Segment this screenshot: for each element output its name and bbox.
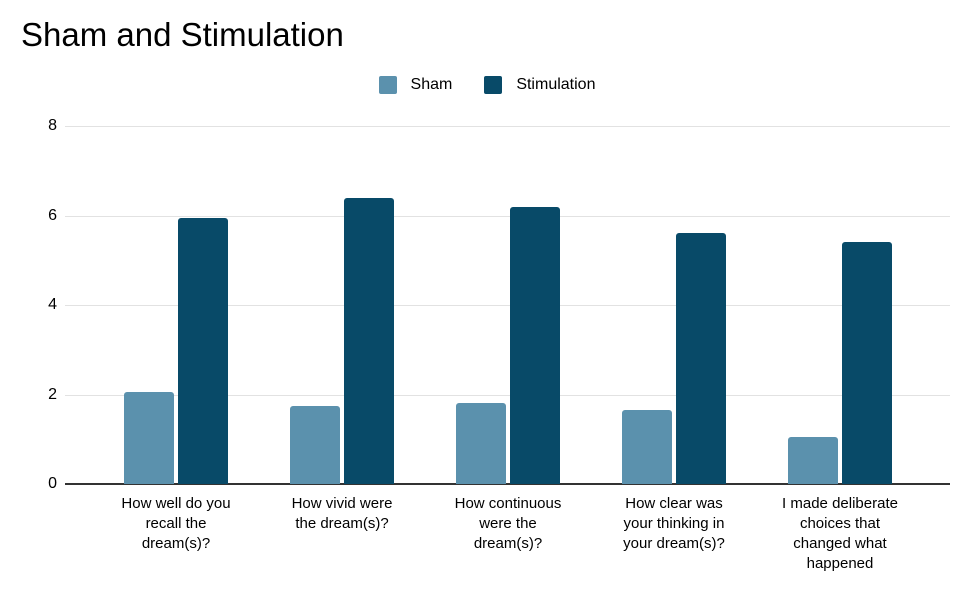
x-category-label-3: How clear was your thinking in your dream(…	[623, 495, 725, 552]
y-tick-label-2: 2	[48, 385, 57, 403]
gridline	[65, 126, 950, 127]
legend-item-stimulation[interactable]: Stimulation	[484, 76, 595, 94]
sham-swatch-icon	[378, 76, 397, 94]
bar-stimulation-4[interactable]	[842, 242, 892, 484]
legend-item-sham[interactable]: Sham	[378, 76, 453, 94]
x-category-label-2: How continuous were the dream(s)?	[454, 495, 562, 552]
bar-sham-0[interactable]	[124, 392, 174, 484]
y-tick-label-8: 8	[48, 117, 57, 134]
bar-stimulation-2[interactable]	[510, 206, 560, 484]
x-axis-line	[65, 483, 950, 485]
x-category-label-1: How vivid were the dream(s)?	[291, 495, 393, 532]
y-tick-label-4: 4	[48, 296, 57, 313]
gridline	[65, 305, 950, 306]
gridline	[65, 215, 950, 217]
bar-stimulation-1[interactable]	[344, 197, 394, 484]
bar-stimulation-0[interactable]	[178, 217, 228, 484]
bar-sham-4[interactable]	[788, 437, 838, 484]
legend: Sham Stimulation	[0, 74, 974, 96]
gridline	[65, 394, 950, 396]
legend-label-stimulation: Stimulation	[516, 76, 596, 93]
bar-sham-2[interactable]	[456, 403, 506, 484]
chart-title: Sham and Stimulation	[21, 16, 344, 53]
y-tick-label-6: 6	[48, 206, 57, 224]
bar-sham-1[interactable]	[290, 405, 340, 484]
legend-label-sham: Sham	[410, 76, 453, 93]
bar-sham-3[interactable]	[622, 410, 672, 484]
bar-stimulation-3[interactable]	[676, 233, 726, 484]
x-category-label-0: How well do you recall the dream(s)?	[121, 495, 231, 552]
x-category-label-4: I made deliberate choices that changed wha…	[782, 495, 898, 572]
y-tick-label-0: 0	[48, 475, 57, 492]
stimulation-swatch-icon	[484, 76, 503, 94]
